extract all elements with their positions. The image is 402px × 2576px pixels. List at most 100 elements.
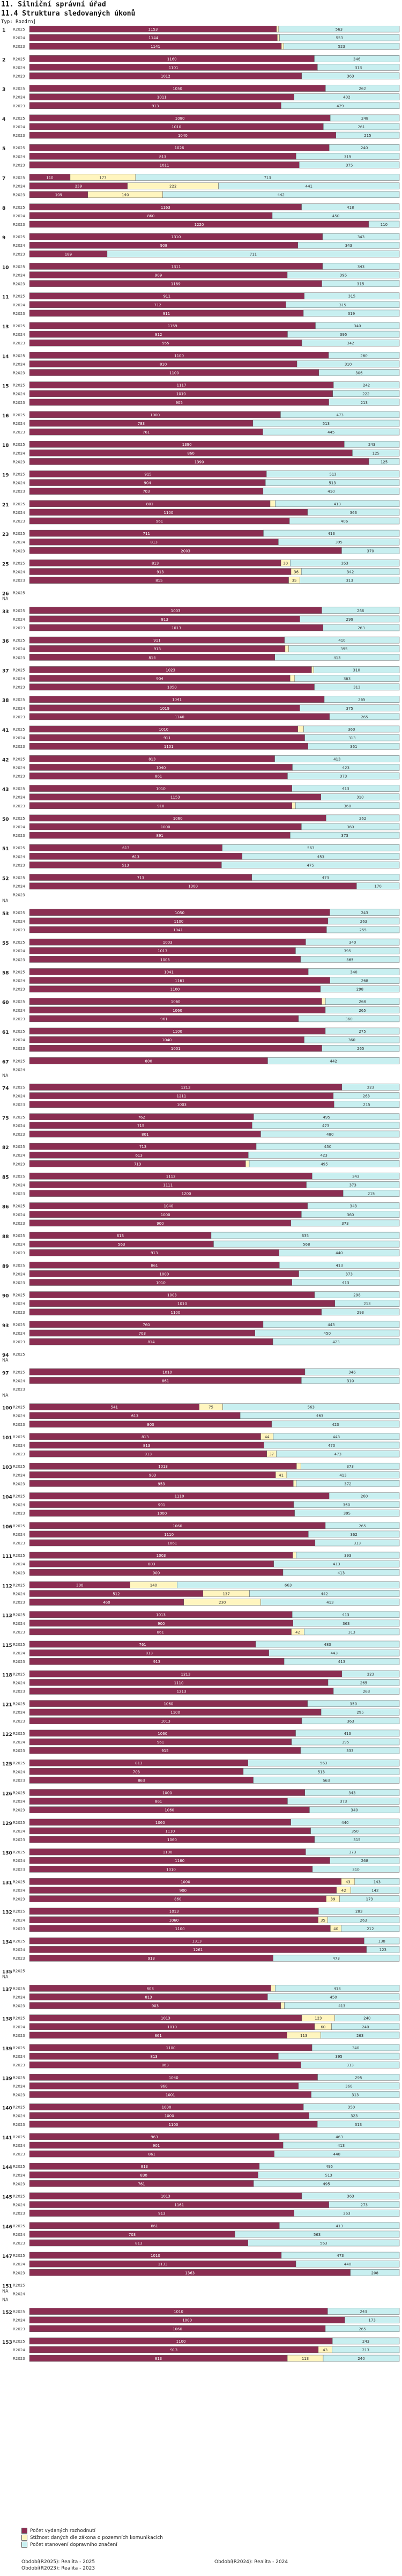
bar-segment	[323, 123, 400, 130]
bar-value-label: 1000	[165, 2114, 174, 2118]
bar-value-label: 443	[333, 1435, 340, 1439]
period-label: R2025	[13, 1435, 25, 1439]
bar-segment	[329, 713, 400, 720]
period-label: R2024	[13, 766, 25, 770]
period-label: R2023	[13, 341, 25, 345]
period-label: R2023	[13, 1340, 25, 1344]
bar-value-label: 1010	[159, 727, 168, 732]
period-label: R2023	[13, 1452, 25, 1456]
period-label: R2024	[13, 36, 25, 40]
bar-value-label: 313	[355, 2123, 362, 2127]
bar-value-label: 563	[118, 1242, 125, 1247]
bar-value-label: 450	[332, 214, 339, 218]
group-label-37: 37	[2, 668, 9, 674]
group-label-113: 113	[2, 1614, 12, 1619]
bar-value-label: 1060	[163, 1702, 173, 1706]
bar-value-label: 613	[135, 1153, 142, 1158]
bar-value-label: 363	[347, 75, 354, 79]
bar-value-label: 275	[359, 1029, 366, 1034]
period-label: R2023	[13, 2241, 25, 2246]
bar-value-label: 1010	[172, 125, 181, 129]
bar-value-label: 513	[122, 863, 129, 867]
group-label-121: 121	[2, 1703, 12, 1708]
group-label-7: 7	[2, 176, 5, 182]
period-label: R2025	[13, 1821, 25, 1825]
period-label: R2025	[13, 1880, 25, 1884]
period-label: R2023	[13, 1251, 25, 1255]
bar-value-label: 375	[346, 706, 353, 711]
bar-segment	[267, 1057, 400, 1064]
period-label: R2025	[13, 1583, 25, 1587]
bar-value-label: 861	[162, 1379, 169, 1383]
period-label: R2024	[13, 511, 25, 515]
bar-value-label: 265	[361, 715, 368, 719]
bar-value-label: 1010	[162, 1370, 172, 1374]
group-label-8: 8	[2, 206, 5, 211]
bar-segment	[276, 1450, 400, 1458]
group-label-11: 11	[2, 295, 9, 300]
bar-segment	[312, 1866, 400, 1873]
bar-value-label: 440	[344, 2262, 351, 2266]
bar-value-label: 635	[302, 1234, 309, 1238]
bar-segment	[278, 26, 400, 33]
bar-value-label: 1189	[171, 282, 181, 286]
bar-value-label: 1060	[169, 1918, 178, 1923]
period-label: R2024	[13, 2144, 25, 2148]
bar-value-label: 423	[343, 766, 349, 770]
bar-value-label: 1019	[160, 706, 169, 711]
group-label-33: 33	[2, 609, 9, 615]
bar-value-label: 1060	[171, 1000, 181, 1004]
bar-value-label: 323	[351, 2114, 358, 2118]
period-label: R2024	[13, 2348, 25, 2352]
bar-value-label: 262	[359, 816, 366, 821]
bar-value-label: 260	[361, 1495, 368, 1499]
period-label: R2023	[13, 2063, 25, 2067]
bar-segment	[322, 280, 400, 287]
bar-value-label: 563	[336, 27, 343, 32]
period-label: R2023	[13, 2004, 25, 2008]
bar-value-label: 313	[346, 2063, 353, 2067]
bar-value-label: 342	[347, 570, 354, 575]
period-label: R2024	[13, 1711, 25, 1715]
bar-value-label: 360	[348, 727, 355, 732]
bar-value-label: 413	[334, 502, 341, 506]
period-label: R2024	[13, 1562, 25, 1566]
bar-segment	[280, 411, 400, 418]
period-label: R2024	[13, 481, 25, 485]
period-label: R2024	[13, 185, 25, 189]
bar-segment	[279, 1262, 400, 1269]
bar-value-label: 803	[147, 1423, 154, 1427]
bar-value-label: 563	[320, 1761, 327, 1765]
bar-value-label: 177	[99, 176, 106, 180]
group-label-100: 100	[2, 1406, 12, 1411]
bar-value-label: 243	[362, 2339, 369, 2344]
bar-segment	[289, 517, 400, 525]
group-label-141: 141	[2, 2136, 12, 2141]
period-label: R2023	[13, 193, 25, 197]
bar-value-label: 613	[122, 846, 129, 850]
period-label: R2025	[13, 1086, 25, 1090]
period-label: R2024	[13, 1124, 25, 1128]
bar-value-label: 343	[358, 264, 364, 269]
bar-segment	[274, 654, 400, 661]
bar-value-label: 1140	[175, 715, 184, 719]
bar-value-label: 813	[152, 561, 159, 565]
bar-segment	[222, 844, 400, 851]
bar-value-label: 913	[170, 2348, 177, 2352]
bar-value-label: 140	[150, 1583, 157, 1587]
group-label-103: 103	[2, 1465, 12, 1470]
bar-segment	[253, 2180, 400, 2187]
bar-segment	[314, 1836, 400, 1843]
bar-value-label: 1100	[174, 354, 184, 358]
bar-value-label: 613	[132, 855, 139, 859]
bar-value-label: 306	[355, 371, 363, 376]
bar-value-label: 373	[349, 1850, 356, 1854]
bar-segment	[284, 1658, 400, 1665]
bar-value-label: 125	[381, 460, 388, 464]
bar-value-label: 813	[146, 1651, 153, 1655]
bar-value-label: 1161	[175, 979, 184, 983]
bar-segment	[265, 479, 400, 486]
bar-segment	[317, 2074, 400, 2081]
bar-segment	[332, 2346, 400, 2353]
bar-value-label: 568	[303, 1242, 310, 1247]
